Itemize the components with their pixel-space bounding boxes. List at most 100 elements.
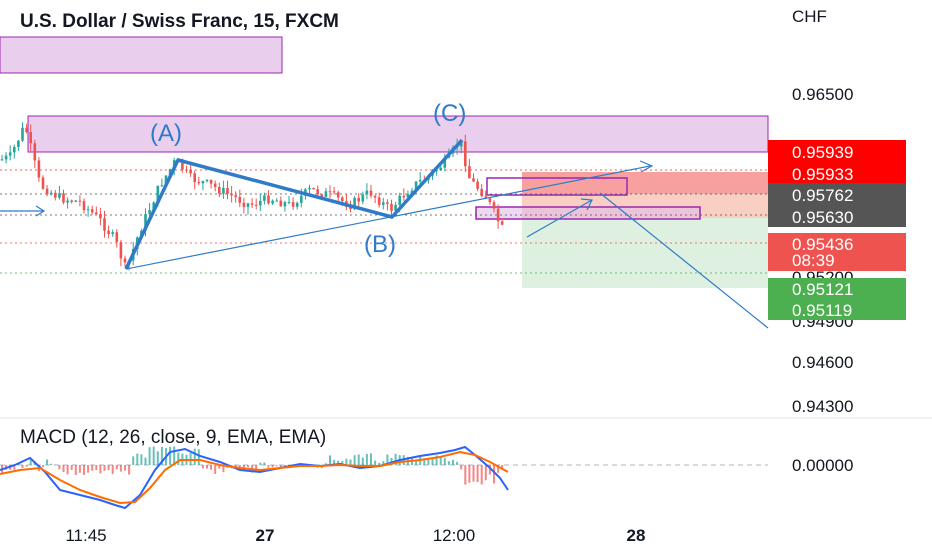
macd-bar: [140, 454, 143, 465]
macd-bar: [50, 463, 53, 465]
macd-bar: [83, 465, 85, 475]
candle-body: [226, 187, 229, 194]
candle-body: [152, 202, 155, 211]
candle-body: [185, 169, 188, 171]
candle-body: [95, 212, 98, 215]
candle-body: [295, 202, 299, 207]
candle-body: [70, 200, 73, 202]
candle-body: [41, 177, 45, 189]
candle-body: [189, 169, 192, 174]
stop-zone: [522, 172, 768, 194]
macd-bar: [201, 465, 204, 469]
price-tags: 0.95939 0.95933 0.95762 0.95630 0.95436 …: [768, 140, 906, 320]
macd-bar: [357, 454, 360, 465]
candle-body: [308, 187, 311, 190]
candle-body: [74, 200, 78, 202]
zones-layer: [0, 36, 769, 288]
macd-bar: [234, 465, 237, 468]
candle-body: [373, 195, 377, 198]
candle-body: [267, 195, 270, 204]
trend-arrow-head: [639, 160, 654, 173]
price-tick: 0.94300: [792, 397, 853, 416]
time-tick: 27: [256, 526, 275, 545]
candle-body: [275, 200, 278, 202]
candle-body: [332, 191, 336, 193]
candle-body: [291, 201, 295, 207]
macd-bar: [427, 458, 430, 465]
candle-body: [390, 203, 393, 211]
macd-bar: [484, 465, 487, 481]
price-tick: 0.96500: [792, 85, 853, 104]
candle-body: [377, 197, 381, 205]
macd-bar: [156, 451, 159, 465]
macd-bar: [271, 465, 274, 468]
candle-body: [66, 200, 69, 203]
candle-body: [107, 230, 110, 234]
macd-bar: [29, 460, 32, 465]
macd-bar: [468, 465, 471, 483]
candle-body: [90, 209, 94, 213]
macd-bar: [189, 452, 192, 465]
candle-body: [78, 200, 82, 202]
macd-bar: [275, 465, 278, 467]
candle-body: [0, 159, 4, 161]
price-tick: 0.94600: [792, 353, 853, 372]
macd-title: MACD (12, 26, close, 9, EMA, EMA): [20, 427, 326, 448]
macd-bar: [365, 453, 368, 465]
candle-body: [230, 193, 233, 196]
candle-body: [218, 186, 221, 194]
candle-body: [45, 188, 49, 195]
macd-bar: [435, 455, 438, 465]
macd-bar: [148, 447, 151, 465]
price-tag: 0.95119: [792, 301, 852, 320]
macd-bar: [25, 465, 28, 467]
macd-bar: [193, 448, 196, 465]
candle-body: [148, 210, 151, 215]
macd-bar: [439, 456, 442, 465]
candle-body: [320, 194, 324, 197]
candle-body: [279, 200, 283, 207]
candle-body: [496, 208, 500, 222]
candle-body: [13, 146, 16, 153]
candle-body: [382, 202, 385, 205]
macd-bar: [222, 465, 225, 473]
price-tag-bg: [768, 162, 906, 184]
candle-body: [406, 193, 410, 198]
macd-bar: [333, 460, 336, 465]
macd-bar: [136, 453, 139, 465]
price-tag: 0.95762: [792, 186, 853, 205]
macd-bar: [70, 465, 73, 470]
signal-line: [0, 450, 509, 505]
candle-body: [201, 181, 205, 184]
time-axis[interactable]: 11:45 27 12:00 28: [65, 526, 645, 545]
candle-body: [484, 196, 488, 199]
dotted-levels: [0, 169, 768, 274]
candle-body: [464, 141, 467, 167]
wave-label-b: (B): [364, 231, 396, 258]
macd-bar: [177, 452, 180, 465]
macd-bar: [62, 465, 65, 472]
candle-body: [33, 143, 37, 161]
macd-zero-label: 0.00000: [792, 456, 853, 475]
candle-body: [336, 192, 340, 198]
macd-bar: [247, 465, 249, 468]
wave-label-c: (C): [433, 100, 466, 127]
macd-bar: [415, 460, 418, 465]
macd-bar: [91, 465, 94, 471]
candle-body: [263, 195, 266, 201]
wave-label-a: (A): [150, 120, 182, 147]
countdown-tag: 08:39: [792, 251, 835, 270]
candle-body: [246, 203, 250, 207]
candle-body: [8, 152, 12, 156]
candle-body: [144, 214, 147, 231]
price-tag: 0.95939: [792, 143, 853, 162]
candle-body: [62, 193, 65, 203]
macd-bar: [472, 465, 475, 482]
macd-bar: [115, 465, 118, 470]
candle-body: [398, 195, 401, 205]
macd-bar: [279, 465, 282, 468]
candle-body: [160, 185, 164, 187]
macd-bar: [443, 458, 446, 465]
price-tag: 0.95121: [792, 280, 853, 299]
